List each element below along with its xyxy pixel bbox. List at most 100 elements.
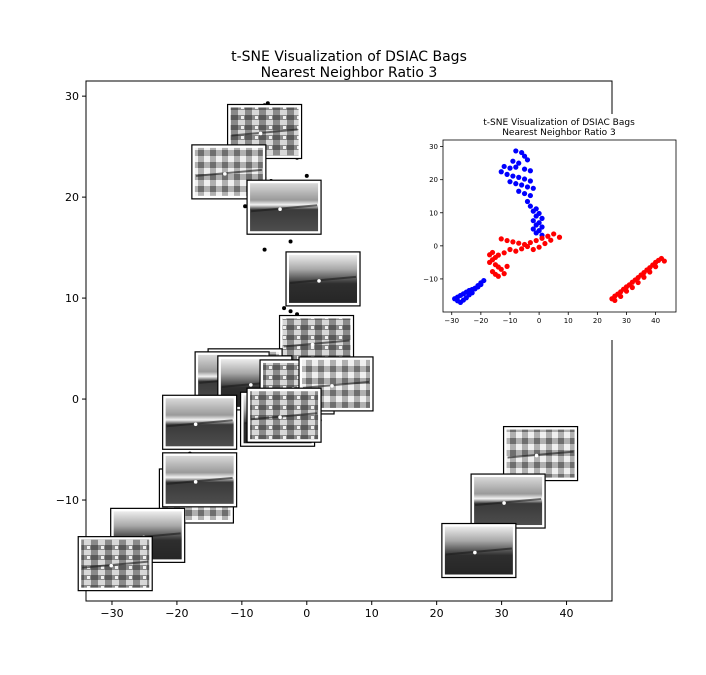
inset-x-tick-label: −10 [503,317,518,325]
inset-scatter-point [516,160,522,166]
thumbnail-image [191,144,267,200]
inset-scatter-point [469,290,475,296]
thumbnail-horizon [289,275,357,284]
inset-axis-ticks: −30 −20 −10 0 10 20 30 40 −10 0 10 20 30 [423,143,660,325]
main-thumbnails [77,103,579,592]
y-tick-label: 0 [72,393,79,406]
inset-scatter-point [513,181,519,187]
inset-scatter-point [519,182,525,188]
thumbnail-target [473,550,477,555]
inset-scatter-point [641,274,647,280]
x-tick-label: 0 [303,607,310,620]
inset-scatter-point [513,248,519,254]
inset-scatter-point [533,230,539,236]
x-tick-label: 20 [430,607,444,620]
main-axis-ticks: −30 −20 −10 0 10 20 30 40 −10 0 10 20 30 [56,90,574,620]
inset-scatter-point [533,237,539,244]
inset-x-tick-label: 0 [537,317,541,325]
thumbnail-image [441,522,517,579]
thumbnail-horizon [283,339,350,348]
thumbnail-image [77,536,153,592]
inset-scatter-point [527,239,533,246]
thumbnail-target [534,453,539,458]
inset-y-tick-label: 30 [429,143,438,151]
thumbnail-horizon [231,128,298,137]
inset-scatter-point [519,149,525,156]
thumbnail-target [258,131,263,136]
thumbnail-target [223,172,227,176]
scatter-point [262,247,267,252]
thumbnail-horizon [166,476,233,485]
thumbnail-image [246,387,322,443]
thumbnail-horizon [250,412,318,421]
y-tick-label: 30 [65,90,79,103]
inset-scatter-point [487,252,493,258]
inset-x-tick-label: 30 [622,317,631,325]
inset-scatter-point [524,184,531,190]
thumbnail-image [246,179,322,235]
inset-scatter-point [510,239,516,245]
inset-scatter-points [452,148,667,306]
thumbnail-target [193,480,198,484]
inset-scatter-point [521,176,528,182]
inset-scatter-point [510,158,516,164]
inset-scatter-point [498,236,504,242]
inset-scatter-point [539,235,545,241]
inset-scatter-point [539,224,545,230]
y-tick-label: −10 [56,494,79,507]
inset-x-tick-label: 20 [593,317,602,325]
inset-scatter-point [507,165,513,171]
inset-scatter-point [647,269,653,275]
inset-scatter-point [530,246,536,253]
inset-scatter-point [478,281,484,288]
y-tick-label: 10 [65,292,79,305]
inset-scatter-point [487,259,493,265]
thumbnail-horizon [250,204,318,213]
inset-scatter-point [623,288,630,294]
inset-scatter-point [516,174,522,180]
inset-scatter-point [510,173,516,179]
inset-scatter-point [507,246,513,253]
inset-scatter-point [513,164,519,170]
thumbnail-image [162,452,238,508]
thumbnail-target [278,415,282,420]
inset-scatter-point [519,246,525,252]
inset-y-tick-label: 10 [429,209,438,217]
thumbnail-image [470,473,546,529]
inset-scatter-point [498,266,504,272]
inset-scatter-point [536,244,542,250]
inset-scatter-point [521,190,528,197]
thumbnail-image [285,251,361,307]
inset-x-tick-label: 10 [564,317,573,325]
thumbnail-horizon [82,560,149,569]
inset-scatter-point [530,226,536,232]
scatter-point [288,239,293,244]
inset-scatter-point [501,271,507,277]
inset-scatter-point [556,234,563,240]
inset-scatter-point [542,240,548,247]
inset-scatter-point [533,213,539,219]
inset-scatter-point [551,231,557,237]
main-subtitle: Nearest Neighbor Ratio 3 [261,65,438,81]
scatter-point [288,309,293,314]
scatter-point [243,204,248,209]
inset-scatter-point [504,237,510,244]
main-title: t-SNE Visualization of DSIAC Bags [231,49,467,65]
inset-scatter-point [618,293,624,300]
inset-scatter-point [524,198,531,205]
inset-y-tick-label: 0 [434,242,438,250]
inset-scatter-point [533,222,539,228]
inset-scatter-point [513,148,519,154]
inset-scatter-point [530,218,536,224]
inset-scatter-point [524,157,531,163]
thumbnail-horizon [475,498,542,507]
inset-scatter-point [635,279,641,286]
inset-scatter-point [653,264,659,270]
inset-scatter-point [504,171,510,177]
inset-scatter-point [516,188,522,194]
inset-scatter-point [661,258,667,264]
inset-scatter-point [521,153,528,159]
inset-scatter-point [516,240,522,246]
x-tick-label: −10 [230,607,253,620]
